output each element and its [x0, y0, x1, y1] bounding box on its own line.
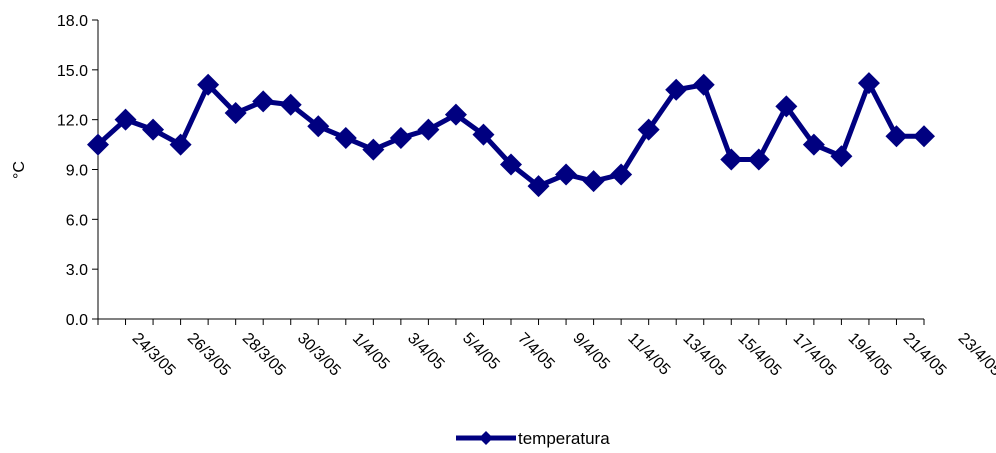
data-point-marker [802, 133, 825, 156]
data-point-marker [334, 126, 357, 149]
y-tick-label: 12.0 [57, 113, 88, 130]
y-tick-label: 9.0 [66, 163, 88, 180]
data-point-marker [444, 103, 467, 126]
data-point-marker [857, 72, 880, 95]
data-point-marker [913, 125, 935, 148]
data-point-marker [252, 90, 275, 113]
x-tick-label: 1/4/05 [349, 330, 393, 374]
x-tick-label: 28/3/05 [239, 330, 289, 380]
legend: temperatura [456, 429, 610, 448]
data-point-marker [747, 148, 770, 171]
y-tick-label: 18.0 [57, 13, 88, 30]
data-point-marker [527, 175, 550, 198]
y-tick-label: 3.0 [66, 262, 88, 279]
data-point-marker [637, 118, 660, 141]
data-point-marker [555, 163, 578, 186]
data-point-marker [500, 153, 522, 176]
y-tick-label: 15.0 [57, 63, 88, 80]
data-point-marker [720, 148, 743, 171]
x-tick-label: 23/4/05 [955, 330, 996, 380]
x-tick-label: 26/3/05 [184, 330, 234, 380]
x-tick-label: 15/4/05 [734, 330, 784, 380]
data-point-marker [610, 163, 633, 186]
data-point-marker [169, 133, 192, 156]
x-tick-label: 19/4/05 [845, 330, 895, 380]
data-point-marker [197, 73, 220, 96]
y-tick-label: 0.0 [66, 312, 88, 329]
data-point-marker [114, 108, 137, 131]
data-point-marker [830, 145, 853, 168]
x-tick-label: 5/4/05 [459, 330, 503, 374]
y-tick-label: 6.0 [66, 212, 88, 229]
y-axis: 0.0 3.0 6.0 9.0 12.0 15.0 18.0 [57, 13, 99, 329]
x-tick-label: 17/4/05 [790, 330, 840, 380]
data-point-marker [885, 125, 908, 148]
data-point-marker [87, 133, 109, 156]
data-point-marker [224, 102, 247, 125]
data-point-marker [362, 138, 385, 161]
legend-diamond-marker [479, 431, 493, 445]
x-tick-label: 13/4/05 [679, 330, 729, 380]
data-point-marker [142, 118, 165, 141]
y-axis-title: °C [11, 161, 28, 179]
data-point-marker [692, 73, 715, 96]
x-tick-label: 24/3/05 [129, 330, 179, 380]
data-point-marker [279, 93, 302, 116]
data-point-marker [389, 126, 412, 149]
data-point-marker [775, 95, 798, 118]
x-tick-label: 11/4/05 [624, 330, 673, 379]
data-point-marker [665, 78, 688, 101]
data-point-marker [307, 115, 330, 138]
data-point-marker [472, 123, 495, 146]
x-axis: 24/3/05 26/3/05 28/3/05 30/3/05 1/4/05 3/4/05… [97, 318, 996, 380]
data-point-marker [582, 170, 605, 193]
legend-label: temperatura [518, 429, 610, 448]
data-point-marker [417, 118, 440, 141]
x-tick-label: 30/3/05 [294, 330, 344, 380]
x-tick-label: 7/4/05 [514, 330, 558, 374]
x-tick-label: 21/4/05 [900, 330, 950, 380]
x-tick-label: 3/4/05 [404, 330, 448, 374]
x-tick-label: 9/4/05 [569, 330, 613, 374]
series-layer [87, 72, 935, 198]
